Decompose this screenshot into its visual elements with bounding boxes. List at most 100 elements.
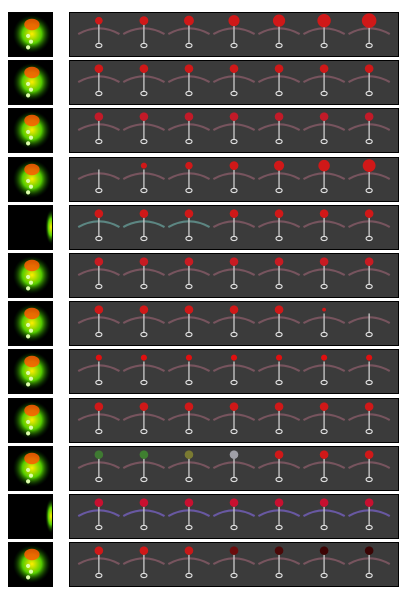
frame-ball	[94, 112, 104, 122]
frame-base	[365, 283, 373, 290]
frame-base	[185, 332, 193, 338]
frame-base	[185, 42, 193, 49]
frame-ball	[139, 305, 149, 315]
thumb-blob	[12, 14, 52, 54]
frame-base	[320, 573, 328, 579]
frame-ball	[317, 13, 331, 28]
frame-ball	[229, 209, 239, 218]
frame-ball	[319, 209, 329, 218]
frame-base	[230, 476, 238, 482]
thumb-blob	[12, 304, 52, 343]
frame-base	[95, 283, 103, 290]
frame-ball	[319, 257, 329, 266]
frame-ball	[139, 546, 149, 556]
frame-ball	[229, 112, 239, 122]
frame-base	[320, 380, 328, 386]
frame-ball	[319, 64, 329, 74]
frame-base	[275, 573, 283, 579]
frame-ball	[139, 209, 149, 218]
frame-base	[95, 380, 103, 386]
frame-ball	[139, 450, 149, 459]
frame-base	[320, 235, 328, 241]
frame-ball	[364, 209, 374, 218]
row-thumbnail	[8, 108, 53, 154]
row-frame-strip	[69, 156, 399, 202]
frame-base	[185, 187, 193, 193]
frame-base	[275, 524, 283, 531]
thumb-dot	[26, 419, 31, 424]
thumb-dot	[28, 376, 34, 382]
frame-ball	[139, 64, 149, 74]
frame-base	[230, 91, 238, 97]
frame-ball	[272, 14, 286, 27]
frame-base	[230, 380, 238, 386]
frame-base	[275, 91, 283, 97]
frame-ball	[94, 401, 104, 411]
frame-ball	[184, 64, 194, 74]
thumb-hotspot	[24, 259, 40, 272]
frame-ball	[95, 16, 103, 25]
frame-base	[365, 476, 373, 482]
row-thumbnail	[8, 12, 53, 57]
frame-base	[320, 91, 328, 97]
row-thumbnail	[8, 156, 53, 202]
frame-base	[275, 476, 283, 482]
frame-ball	[366, 354, 373, 362]
frame-ball	[139, 498, 149, 507]
frame-base	[185, 476, 193, 482]
frame-ball	[183, 15, 194, 26]
thumb-hotspot	[24, 115, 40, 127]
thumb-hotspot	[24, 18, 40, 31]
frame-base	[95, 91, 103, 97]
frame-base	[140, 476, 148, 482]
frame-base	[140, 187, 148, 193]
frame-ball	[275, 354, 283, 362]
frame-base	[275, 42, 283, 49]
frame-base	[140, 91, 148, 97]
thumb-blob	[12, 111, 52, 150]
frame-base	[95, 476, 103, 482]
thumb-dot	[26, 130, 31, 135]
row-frame-strip	[69, 301, 399, 347]
frame-ball	[364, 257, 374, 266]
frame-ball	[229, 64, 239, 74]
frame-base	[230, 428, 238, 434]
thumb-dot	[26, 93, 31, 98]
frame-ball	[184, 257, 194, 266]
frame-ball	[229, 546, 239, 556]
frame-base	[275, 139, 283, 145]
frame-ball	[319, 450, 329, 459]
row-frame-strip	[69, 253, 399, 298]
frame-base	[185, 573, 193, 579]
row-frame-strip	[69, 542, 399, 588]
frame-ball	[140, 354, 147, 362]
frame-ball	[94, 546, 104, 556]
frame-ball	[184, 401, 194, 411]
frame-ball	[184, 112, 194, 122]
thumb-dot	[26, 467, 31, 472]
frame-base	[275, 187, 283, 193]
thumb-dot	[26, 82, 31, 87]
frame-base	[140, 42, 148, 49]
frame-ball	[184, 209, 194, 218]
frame-base	[320, 524, 328, 531]
thumb-dot	[26, 274, 31, 280]
frame-ball	[228, 15, 240, 27]
frame-ball	[364, 450, 374, 459]
frame-ball	[139, 16, 149, 26]
frame-ball	[94, 450, 104, 459]
frame-ball	[273, 160, 285, 171]
thumb-blob	[12, 63, 52, 102]
frame-ball	[229, 160, 239, 170]
frame-base	[320, 283, 328, 290]
frame-ball	[94, 498, 104, 507]
frame-base	[185, 380, 193, 386]
frame-base	[275, 380, 283, 386]
frame-base	[275, 428, 283, 434]
row-frame-strip	[69, 204, 399, 250]
thumb-blob	[45, 209, 52, 245]
row-thumbnail	[8, 253, 53, 298]
thumb-blob	[45, 498, 52, 534]
frame-base	[95, 573, 103, 579]
frame-ball	[361, 13, 377, 28]
